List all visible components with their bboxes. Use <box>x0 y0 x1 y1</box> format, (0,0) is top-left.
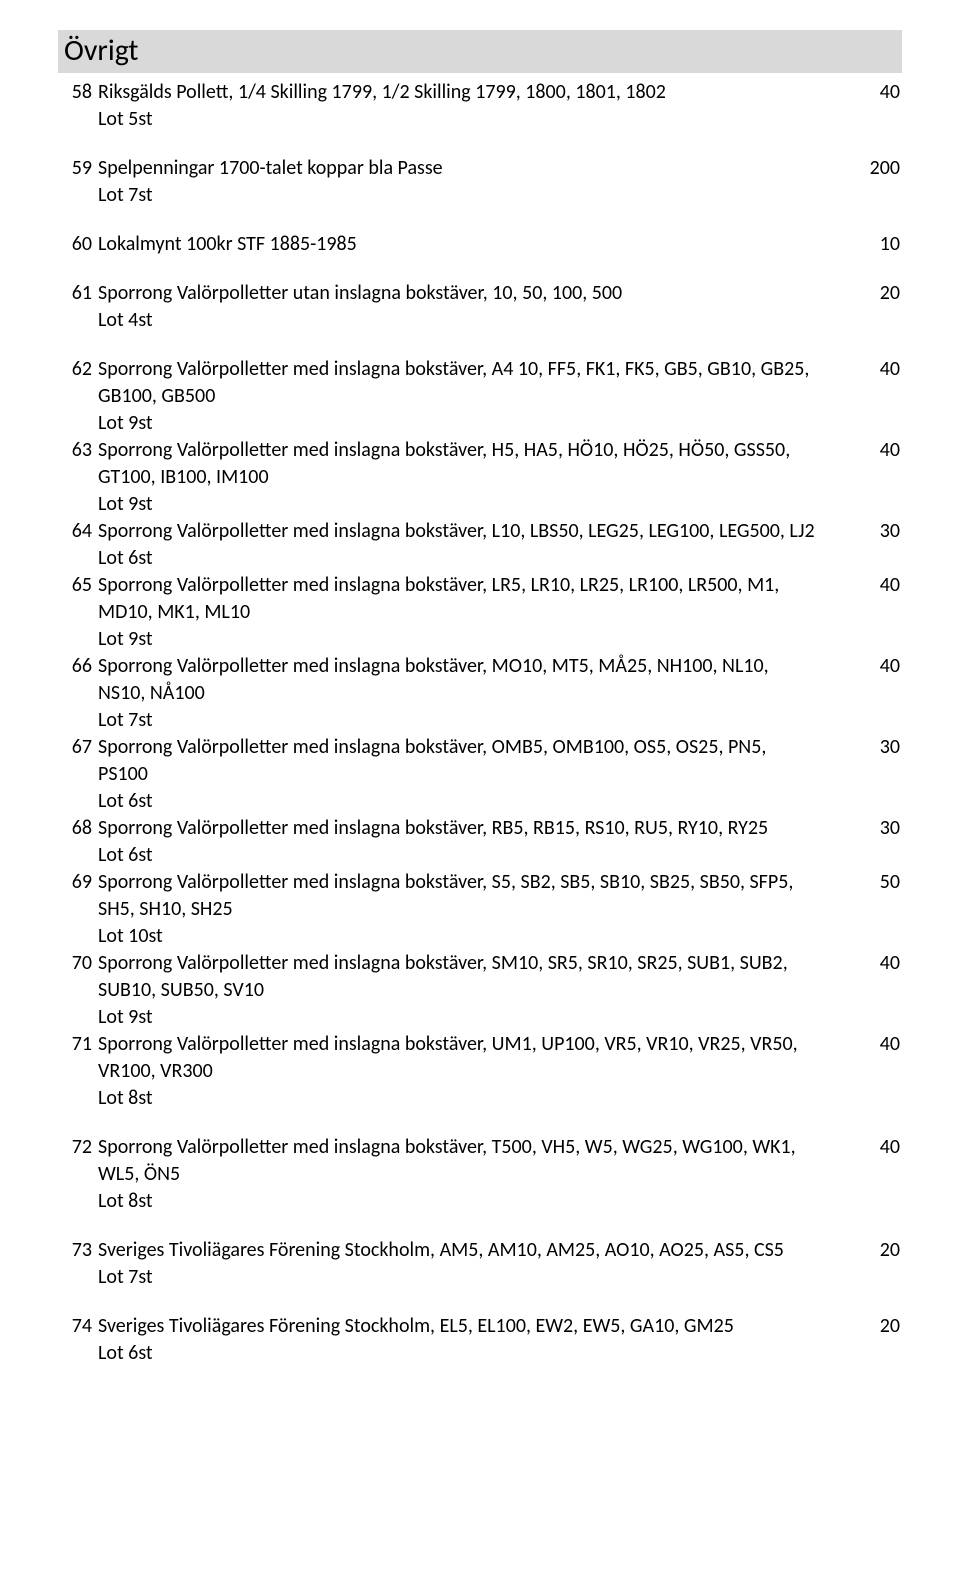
item-number: 59 <box>60 155 98 182</box>
item-lot: Lot 10st <box>98 923 900 950</box>
list-item: 70Sporrong Valörpolletter med inslagna b… <box>60 950 900 1031</box>
item-title: Spelpenningar 1700-talet koppar bla Pass… <box>98 155 840 182</box>
item-value: 40 <box>840 653 900 680</box>
item-number: 65 <box>60 572 98 599</box>
item-title: Sporrong Valörpolletter med inslagna bok… <box>98 572 840 626</box>
item-number: 73 <box>60 1237 98 1264</box>
item-number: 70 <box>60 950 98 977</box>
list-item: 67Sporrong Valörpolletter med inslagna b… <box>60 734 900 815</box>
item-lot: Lot 9st <box>98 1004 900 1031</box>
item-value: 40 <box>840 356 900 383</box>
item-value: 40 <box>840 1134 900 1161</box>
item-lot: Lot 6st <box>98 545 900 572</box>
item-title: Sporrong Valörpolletter med inslagna bok… <box>98 734 840 788</box>
items-list: 58Riksgälds Pollett, 1/4 Skilling 1799, … <box>60 79 900 1367</box>
item-title: Sporrong Valörpolletter med inslagna bok… <box>98 437 840 491</box>
item-number: 58 <box>60 79 98 106</box>
list-item: 62Sporrong Valörpolletter med inslagna b… <box>60 356 900 437</box>
item-title: Sporrong Valörpolletter utan inslagna bo… <box>98 280 840 307</box>
item-number: 64 <box>60 518 98 545</box>
item-title: Sveriges Tivoliägares Förening Stockholm… <box>98 1313 840 1340</box>
list-item: 64Sporrong Valörpolletter med inslagna b… <box>60 518 900 572</box>
item-lot: Lot 6st <box>98 842 900 869</box>
item-value: 30 <box>840 734 900 761</box>
item-title: Sporrong Valörpolletter med inslagna bok… <box>98 1134 840 1188</box>
list-item: 58Riksgälds Pollett, 1/4 Skilling 1799, … <box>60 79 900 133</box>
item-value: 20 <box>840 280 900 307</box>
list-item: 69Sporrong Valörpolletter med inslagna b… <box>60 869 900 950</box>
item-title: Lokalmynt 100kr STF 1885-1985 <box>98 231 840 258</box>
item-title: Sporrong Valörpolletter med inslagna bok… <box>98 518 840 545</box>
item-number: 60 <box>60 231 98 258</box>
list-item: 60Lokalmynt 100kr STF 1885-198510 <box>60 231 900 258</box>
list-item: 72Sporrong Valörpolletter med inslagna b… <box>60 1134 900 1215</box>
item-lot: Lot 6st <box>98 1340 900 1367</box>
item-value: 40 <box>840 950 900 977</box>
item-value: 20 <box>840 1237 900 1264</box>
item-value: 40 <box>840 437 900 464</box>
item-number: 62 <box>60 356 98 383</box>
list-item: 68Sporrong Valörpolletter med inslagna b… <box>60 815 900 869</box>
item-value: 30 <box>840 518 900 545</box>
item-title: Sporrong Valörpolletter med inslagna bok… <box>98 815 840 842</box>
item-number: 66 <box>60 653 98 680</box>
list-item: 63Sporrong Valörpolletter med inslagna b… <box>60 437 900 518</box>
item-value: 40 <box>840 79 900 106</box>
item-value: 40 <box>840 1031 900 1058</box>
item-lot: Lot 8st <box>98 1085 900 1112</box>
list-item: 71Sporrong Valörpolletter med inslagna b… <box>60 1031 900 1112</box>
item-lot: Lot 8st <box>98 1188 900 1215</box>
item-title: Sporrong Valörpolletter med inslagna bok… <box>98 356 840 410</box>
item-lot: Lot 6st <box>98 788 900 815</box>
item-lot: Lot 9st <box>98 410 900 437</box>
item-lot: Lot 9st <box>98 491 900 518</box>
item-title: Sporrong Valörpolletter med inslagna bok… <box>98 869 840 923</box>
item-number: 61 <box>60 280 98 307</box>
item-value: 10 <box>840 231 900 258</box>
item-lot: Lot 9st <box>98 626 900 653</box>
item-number: 67 <box>60 734 98 761</box>
item-title: Sveriges Tivoliägares Förening Stockholm… <box>98 1237 840 1264</box>
item-lot: Lot 7st <box>98 707 900 734</box>
item-value: 200 <box>840 155 900 182</box>
item-number: 74 <box>60 1313 98 1340</box>
list-item: 59Spelpenningar 1700-talet koppar bla Pa… <box>60 155 900 209</box>
list-item: 73Sveriges Tivoliägares Förening Stockho… <box>60 1237 900 1291</box>
page-container: Övrigt 58Riksgälds Pollett, 1/4 Skilling… <box>0 0 960 1407</box>
item-value: 20 <box>840 1313 900 1340</box>
item-number: 72 <box>60 1134 98 1161</box>
list-item: 66Sporrong Valörpolletter med inslagna b… <box>60 653 900 734</box>
list-item: 74Sveriges Tivoliägares Förening Stockho… <box>60 1313 900 1367</box>
item-number: 69 <box>60 869 98 896</box>
item-title: Sporrong Valörpolletter med inslagna bok… <box>98 950 840 1004</box>
item-title: Riksgälds Pollett, 1/4 Skilling 1799, 1/… <box>98 79 840 106</box>
list-item: 65Sporrong Valörpolletter med inslagna b… <box>60 572 900 653</box>
item-lot: Lot 7st <box>98 182 900 209</box>
item-value: 50 <box>840 869 900 896</box>
item-value: 40 <box>840 572 900 599</box>
section-header: Övrigt <box>58 30 902 73</box>
item-number: 71 <box>60 1031 98 1058</box>
item-number: 63 <box>60 437 98 464</box>
item-lot: Lot 5st <box>98 106 900 133</box>
item-number: 68 <box>60 815 98 842</box>
item-value: 30 <box>840 815 900 842</box>
list-item: 61Sporrong Valörpolletter utan inslagna … <box>60 280 900 334</box>
item-lot: Lot 4st <box>98 307 900 334</box>
item-title: Sporrong Valörpolletter med inslagna bok… <box>98 653 840 707</box>
item-lot: Lot 7st <box>98 1264 900 1291</box>
item-title: Sporrong Valörpolletter med inslagna bok… <box>98 1031 840 1085</box>
